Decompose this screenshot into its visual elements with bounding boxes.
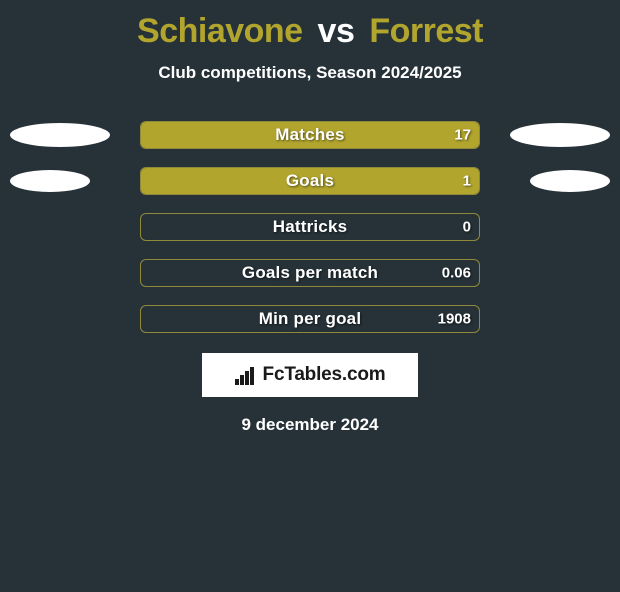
metric-value-right: 1 xyxy=(463,173,471,190)
page-title: Schiavone vs Forrest xyxy=(0,12,620,51)
metric-value-right: 17 xyxy=(454,127,471,144)
player2-blob xyxy=(530,170,610,192)
player1-blob xyxy=(10,123,110,147)
footer-date: 9 december 2024 xyxy=(0,415,620,435)
bar-track: Matches 17 xyxy=(140,121,480,149)
bar-track: Goals 1 xyxy=(140,167,480,195)
title-vs: vs xyxy=(318,12,355,50)
subtitle: Club competitions, Season 2024/2025 xyxy=(0,63,620,83)
barchart-icon xyxy=(235,365,257,385)
bar-track: Goals per match 0.06 xyxy=(140,259,480,287)
metric-row: Goals 1 xyxy=(0,167,620,195)
metric-label: Goals per match xyxy=(242,263,378,283)
metric-value-right: 0.06 xyxy=(442,265,471,282)
player2-blob xyxy=(510,123,610,147)
metric-rows: Matches 17 Goals 1 Hattricks 0 Goals per match… xyxy=(0,121,620,333)
metric-label: Min per goal xyxy=(259,309,362,329)
title-player1: Schiavone xyxy=(137,12,303,50)
metric-value-right: 0 xyxy=(463,219,471,236)
metric-value-right: 1908 xyxy=(438,311,471,328)
logo-text: FcTables.com xyxy=(263,364,386,386)
bar-track: Hattricks 0 xyxy=(140,213,480,241)
bar-track: Min per goal 1908 xyxy=(140,305,480,333)
fctables-logo: FcTables.com xyxy=(202,353,418,397)
metric-label: Hattricks xyxy=(273,217,348,237)
metric-row: Matches 17 xyxy=(0,121,620,149)
player1-blob xyxy=(10,170,90,192)
metric-row: Min per goal 1908 xyxy=(0,305,620,333)
title-player2: Forrest xyxy=(369,12,483,50)
metric-label: Matches xyxy=(275,125,344,145)
metric-row: Hattricks 0 xyxy=(0,213,620,241)
metric-row: Goals per match 0.06 xyxy=(0,259,620,287)
metric-label: Goals xyxy=(286,171,334,191)
